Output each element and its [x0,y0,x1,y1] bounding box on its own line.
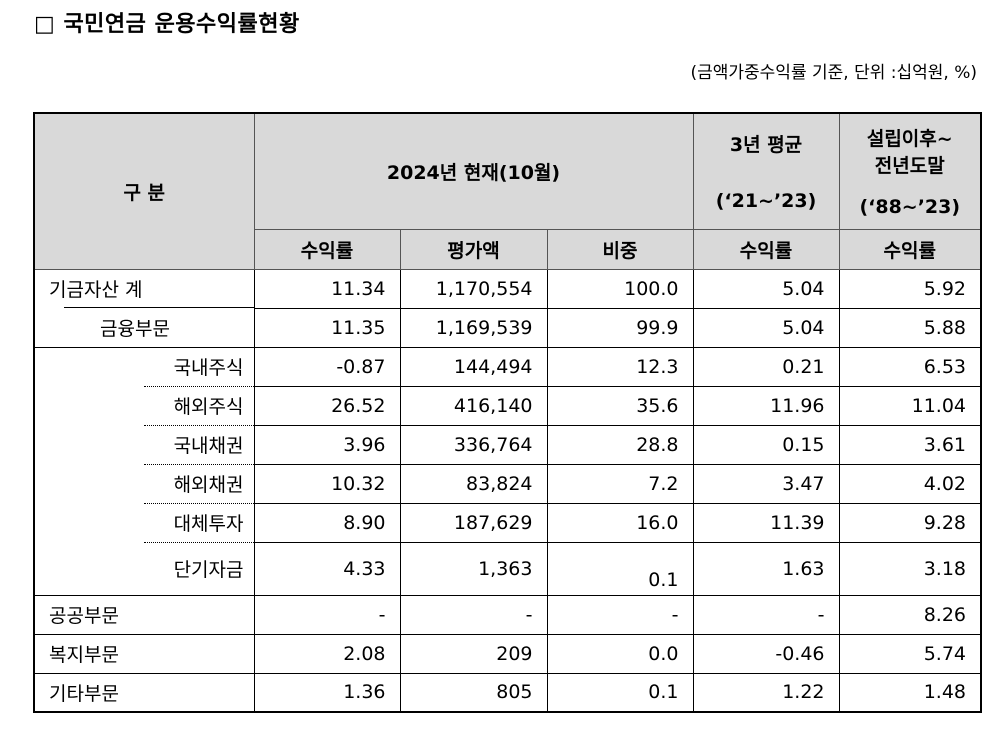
header-text: 2024년 현재(10월) [386,161,561,184]
table-row: 공공부문 - - - -8.26 [33,594,982,635]
value-cell: 8.26 [838,594,982,635]
value-cell: 7.2 [546,463,694,504]
value-cell: 3.96 [253,424,401,465]
value-cell: 1.48 [838,672,982,713]
sub-header-cell: 수익률 [838,228,982,270]
row-label: 국내채권 [33,425,255,465]
value-cell: 5.88 [838,307,982,348]
row-label: 기타부문 [33,672,255,713]
value-cell: 35.6 [546,385,694,426]
value-cell: 0.1 [546,541,694,596]
row-label: 기금자산 계 [33,268,255,308]
value-cell: 0.15 [692,424,840,465]
value-cell: 0.0 [546,633,694,674]
header-cell: 2024년 현재(10월) [253,112,694,230]
value-cell: 3.18 [838,541,982,596]
value-cell: 0.1 [546,672,694,713]
returns-table: 구 분 2024년 현재(10월) 3년 평균 (‘21~’23) 설립이후~ 전년… [33,112,983,713]
table-row: 대체투자 8.90 187,629 16.0 11.39 9.28 [33,502,982,543]
row-label: 금융부문 [33,307,255,348]
value-cell: 1,363 [399,541,548,596]
value-cell: 4.33 [253,541,401,596]
value-cell: 805 [399,672,548,713]
row-label: 국내주식 [33,346,255,388]
table-row: 복지부문 2.08 209 0.0 -0.46 5.74 [33,633,982,674]
value-cell: 11.04 [838,385,982,426]
value-cell: 1,170,554 [399,268,548,309]
value-cell: 4.02 [838,463,982,504]
value-cell: - [692,594,840,635]
value-cell: 28.8 [546,424,694,465]
value-cell: 3.47 [692,463,840,504]
table-row: 해외채권 10.32 83,824 7.2 3.47 4.02 [33,463,982,504]
value-cell: 11.96 [692,385,840,426]
value-cell: 100.0 [546,268,694,309]
row-label: 복지부문 [33,633,255,674]
table-row: 해외주식 26.52 416,140 35.6 11.96 11.04 [33,385,982,426]
table-row: 단기자금 4.33 1,363 0.1 1.63 3.18 [33,541,982,596]
value-cell: 11.39 [692,502,840,543]
value-cell: 83,824 [399,463,548,504]
value-cell: 9.28 [838,502,982,543]
header-text: (‘88~’23) [859,196,961,219]
header-text: 3년 평균 [729,134,803,157]
value-cell: 416,140 [399,385,548,426]
header-text: (‘21~’23) [715,190,817,213]
table-row: 기타부문 1.36 805 0.1 1.22 1.48 [33,672,982,713]
value-cell: 209 [399,633,548,674]
header-text: 설립이후~ [866,128,953,151]
table-row: 국내채권 3.96 336,764 28.8 0.15 3.61 [33,424,982,465]
table-row: 국내주식 -0.87 144,494 12.3 0.21 6.53 [33,346,982,388]
title: □ 국민연금 운용수익률현황 [34,12,300,37]
value-cell: 2.08 [253,633,401,674]
value-cell: - [546,594,694,635]
value-cell: 336,764 [399,424,548,465]
value-cell: 8.90 [253,502,401,543]
value-cell: 3.61 [838,424,982,465]
value-cell: - [253,594,401,635]
value-cell: 144,494 [399,346,548,387]
unit-note: (금액가중수익률 기준, 단위 :십억원, %) [690,63,977,83]
table-row: 금융부문 11.35 1,169,539 99.9 5.04 5.88 [33,307,982,348]
value-cell: 1.22 [692,672,840,713]
value-cell: 5.04 [692,307,840,348]
value-cell: -0.87 [253,346,401,387]
sub-header-cell: 비중 [546,228,694,270]
header-text: 구 분 [123,181,166,204]
header-cell: 설립이후~ 전년도말 (‘88~’23) [838,112,982,230]
value-cell: 16.0 [546,502,694,543]
header-cell: 구 분 [33,112,255,270]
value-cell: 5.04 [692,268,840,309]
row-label: 해외채권 [33,464,255,504]
sub-header-cell: 수익률 [692,228,840,270]
sub-header-cell: 평가액 [399,228,548,270]
sub-header-cell: 수익률 [253,228,401,270]
value-cell: 11.34 [253,268,401,309]
value-cell: -0.46 [692,633,840,674]
row-label: 해외주식 [33,386,255,426]
value-cell: 12.3 [546,346,694,387]
value-cell: 5.92 [838,268,982,309]
header-cell: 3년 평균 (‘21~’23) [692,112,840,230]
row-label: 단기자금 [33,542,255,596]
row-label: 공공부문 [33,594,255,635]
value-cell: 6.53 [838,346,982,387]
header-text: 전년도말 [874,155,945,178]
value-cell: 1.63 [692,541,840,596]
value-cell: 187,629 [399,502,548,543]
table-row: 기금자산 계 11.34 1,170,554 100.0 5.04 5.92 [33,268,982,309]
value-cell: 10.32 [253,463,401,504]
value-cell: 1.36 [253,672,401,713]
value-cell: - [399,594,548,635]
value-cell: 0.21 [692,346,840,387]
value-cell: 1,169,539 [399,307,548,348]
value-cell: 26.52 [253,385,401,426]
value-cell: 5.74 [838,633,982,674]
row-label: 대체투자 [33,503,255,543]
value-cell: 99.9 [546,307,694,348]
value-cell: 11.35 [253,307,401,348]
